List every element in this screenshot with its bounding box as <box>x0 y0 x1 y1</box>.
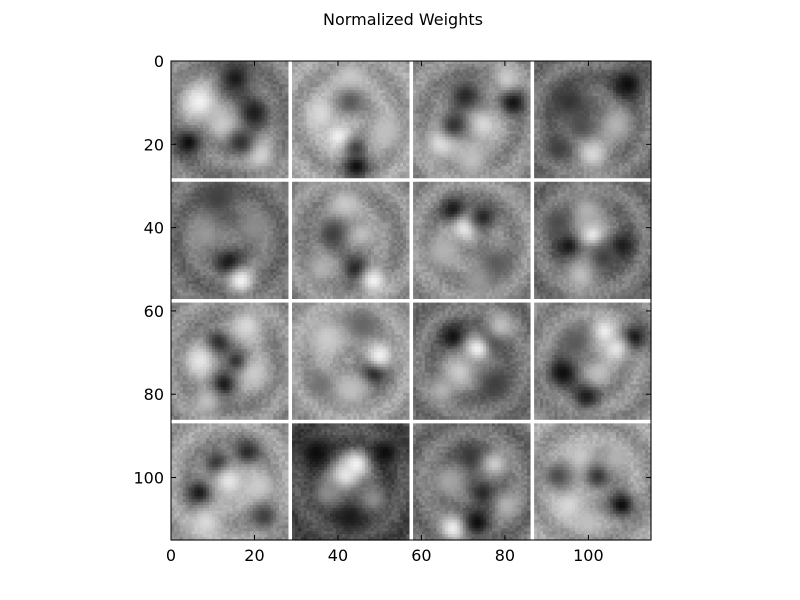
weight-tile-0-0 <box>171 61 288 178</box>
y-tick-label-80: 80 <box>144 385 164 404</box>
x-tick-label-60: 60 <box>411 546 431 565</box>
weight-tile-2-1 <box>292 303 409 420</box>
weight-tile-0-3 <box>534 61 651 178</box>
y-tick-label-100: 100 <box>133 469 164 488</box>
x-tick-label-20: 20 <box>244 546 264 565</box>
x-tick-label-80: 80 <box>495 546 515 565</box>
weight-tile-2-3 <box>534 303 651 420</box>
y-tick-label-0: 0 <box>154 52 164 71</box>
weight-tile-3-1 <box>292 423 409 540</box>
weight-tile-1-3 <box>534 182 651 299</box>
weight-tile-2-2 <box>413 303 530 420</box>
weight-tile-1-1 <box>292 182 409 299</box>
weight-tile-1-0 <box>171 182 288 299</box>
weight-tile-0-1 <box>292 61 409 178</box>
y-tick-label-60: 60 <box>144 302 164 321</box>
weight-tile-3-0 <box>171 423 288 540</box>
weight-tile-3-3 <box>534 423 651 540</box>
x-tick-label-100: 100 <box>573 546 604 565</box>
plot-area <box>171 61 652 541</box>
weight-tile-1-2 <box>413 182 530 299</box>
y-tick-label-40: 40 <box>144 219 164 238</box>
y-tick-label-20: 20 <box>144 135 164 154</box>
weight-tile-2-0 <box>171 303 288 420</box>
weight-tile-0-2 <box>413 61 530 178</box>
weight-tile-3-2 <box>413 423 530 540</box>
x-tick-label-0: 0 <box>166 546 176 565</box>
x-tick-label-40: 40 <box>328 546 348 565</box>
chart-title: Normalized Weights <box>323 10 483 29</box>
